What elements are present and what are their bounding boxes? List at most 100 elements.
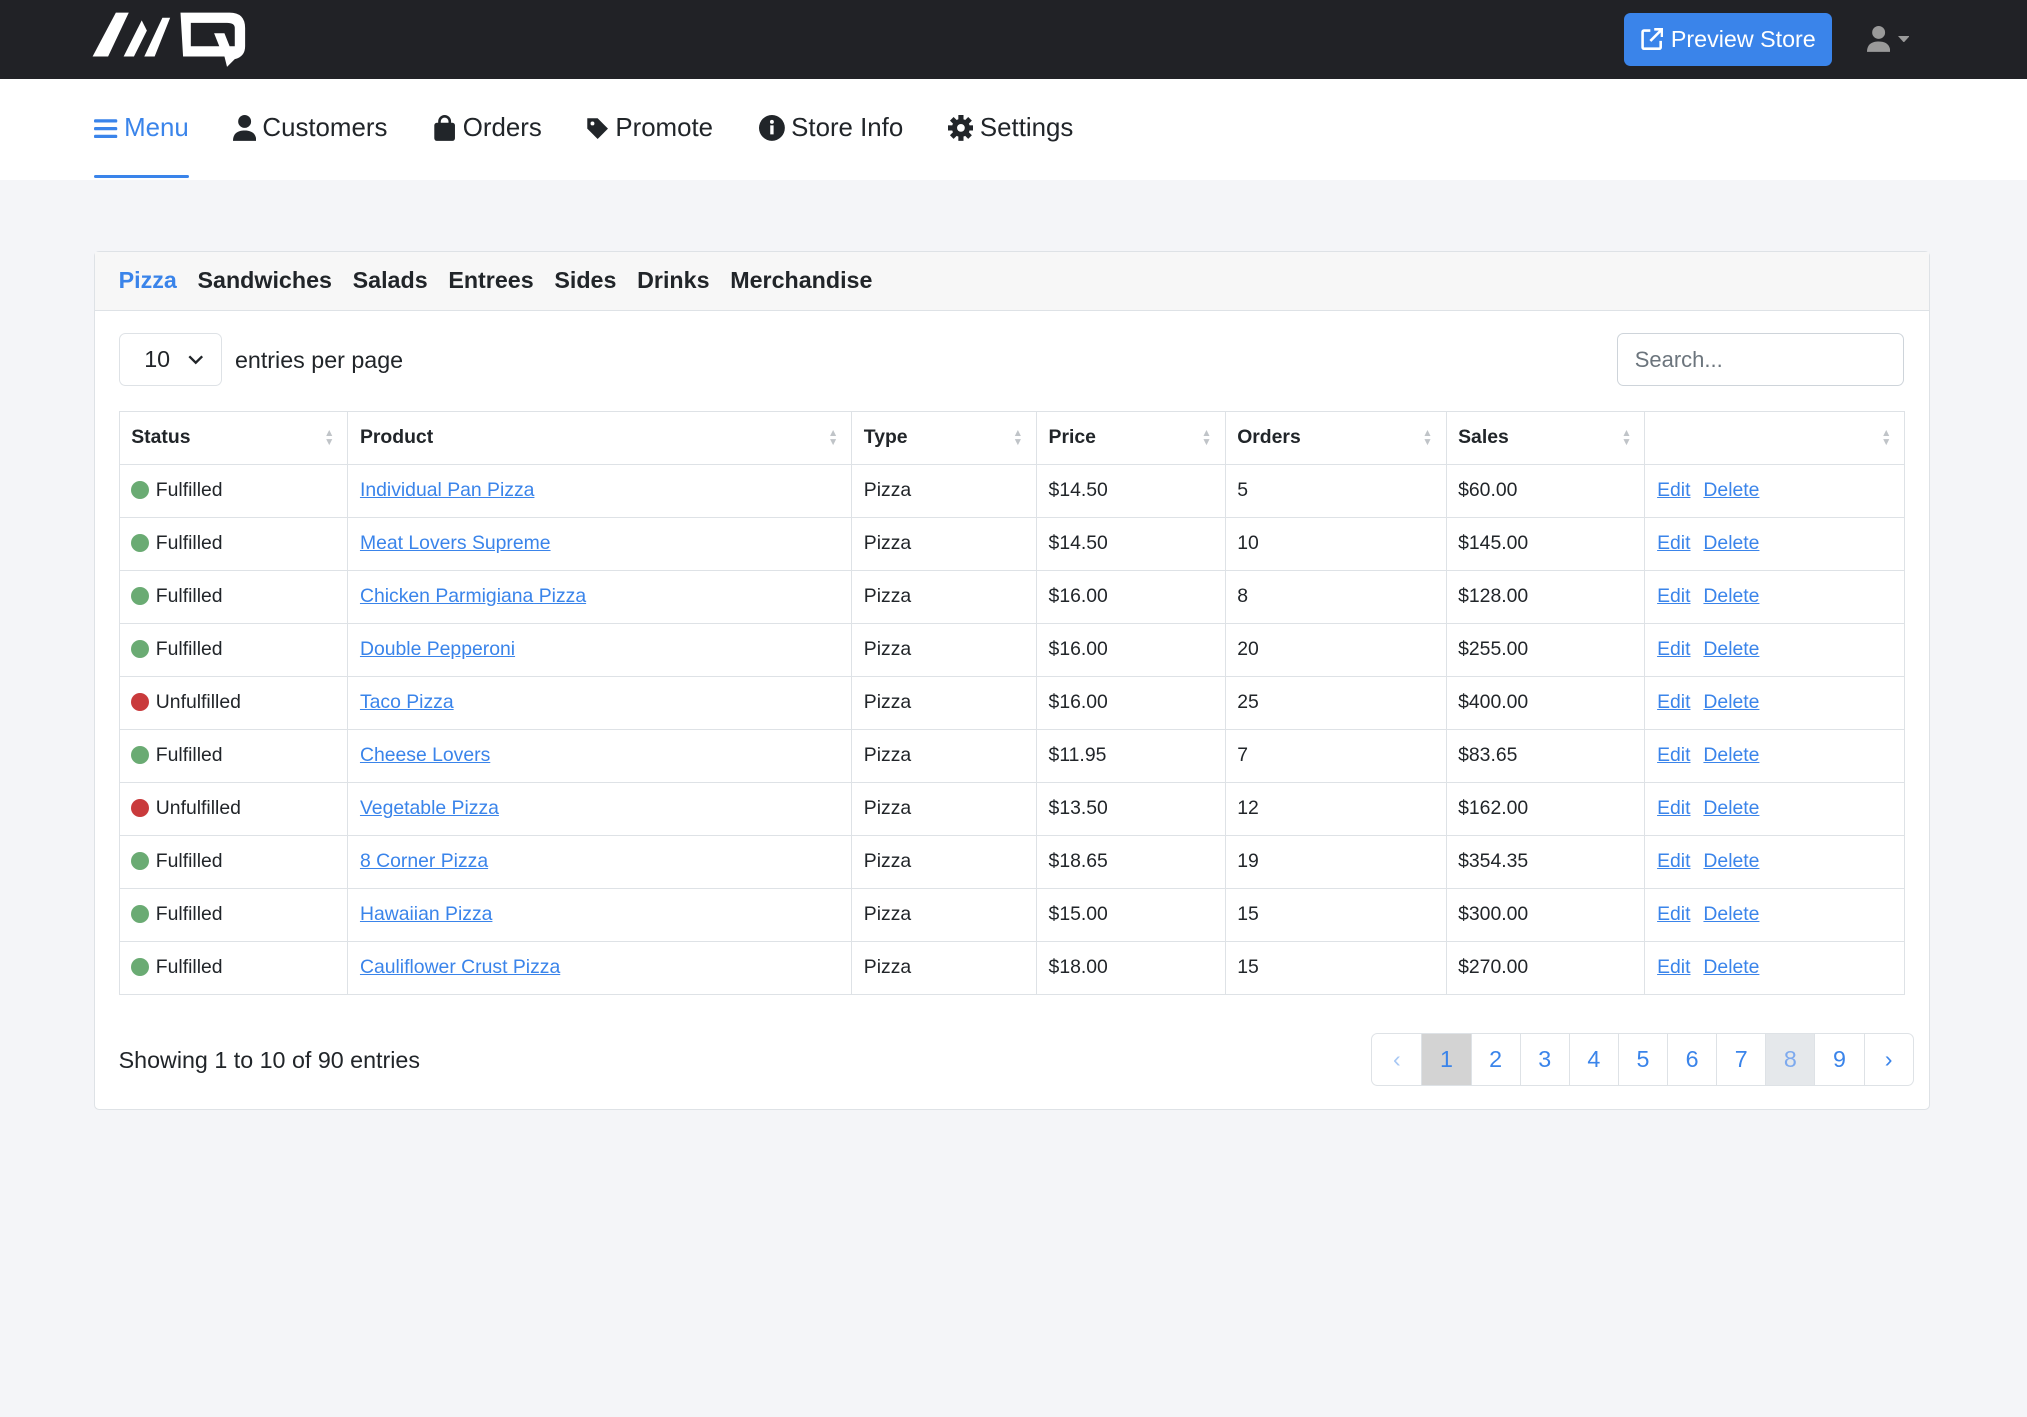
edit-link[interactable]: Edit <box>1657 903 1691 926</box>
actions-cell: Edit Delete <box>1644 675 1906 730</box>
pagination-page-8[interactable]: 8 <box>1765 1033 1815 1086</box>
status-dot-icon <box>131 639 150 658</box>
delete-link[interactable]: Delete <box>1703 797 1760 820</box>
column-header-product[interactable]: Product ▲ ▼ <box>347 410 853 465</box>
edit-link[interactable]: Edit <box>1657 638 1691 661</box>
column-header-sales[interactable]: Sales ▲ ▼ <box>1445 410 1646 465</box>
showing-entries-text: Showing 1 to 10 of 90 entries <box>118 1046 420 1073</box>
entries-per-page-select[interactable]: 10 <box>118 333 223 387</box>
product-link[interactable]: Vegetable Pizza <box>359 797 499 820</box>
nav-orders[interactable]: Orders <box>433 114 542 143</box>
pagination-page-9[interactable]: 9 <box>1814 1033 1863 1086</box>
delete-link[interactable]: Delete <box>1703 532 1760 555</box>
delete-link[interactable]: Delete <box>1703 585 1760 608</box>
logo[interactable] <box>90 10 250 73</box>
status-cell: Fulfilled <box>118 622 349 677</box>
edit-link[interactable]: Edit <box>1657 956 1691 979</box>
category-tab-salads[interactable]: Salads <box>352 267 428 294</box>
category-tab-sides[interactable]: Sides <box>554 267 617 294</box>
table-row: Fulfilled 8 Corner Pizza Pizza $18.65 19 $354… <box>118 834 1906 889</box>
delete-link[interactable]: Delete <box>1703 850 1760 873</box>
pagination-page-1[interactable]: 1 <box>1421 1033 1471 1086</box>
preview-store-button[interactable]: Preview Store <box>1623 12 1832 66</box>
product-link[interactable]: Chicken Parmigiana Pizza <box>359 585 587 608</box>
nav-settings[interactable]: Settings <box>947 114 1073 143</box>
pagination-next[interactable]: › <box>1863 1033 1913 1086</box>
column-header-orders[interactable]: Orders ▲ ▼ <box>1224 410 1447 465</box>
pagination-page-7[interactable]: 7 <box>1716 1033 1765 1086</box>
type-cell: Pizza <box>851 834 1037 889</box>
sort-icon: ▲ ▼ <box>1422 427 1433 448</box>
product-cell: Chicken Parmigiana Pizza <box>347 569 853 624</box>
pagination-page-6[interactable]: 6 <box>1667 1033 1716 1086</box>
status-text: Fulfilled <box>155 903 223 926</box>
column-header-status[interactable]: Status ▲ ▼ <box>118 410 349 465</box>
category-tab-sandwiches[interactable]: Sandwiches <box>197 267 332 294</box>
product-link[interactable]: Double Pepperoni <box>359 638 516 661</box>
table-row: Fulfilled Chicken Parmigiana Pizza Pizza $1… <box>118 569 1906 624</box>
pagination-page-3[interactable]: 3 <box>1519 1033 1569 1086</box>
column-label: Product <box>359 426 434 449</box>
edit-link[interactable]: Edit <box>1657 479 1691 502</box>
preview-store-label: Preview Store <box>1670 25 1816 52</box>
product-cell: Cheese Lovers <box>347 728 853 783</box>
status-dot-icon <box>131 533 150 552</box>
products-table: Status ▲ ▼ Product ▲ ▼ Type ▲ ▼ Price ▲ ▼ Orders ▲ ▼ Sa… <box>118 410 1906 995</box>
nav-store-info[interactable]: Store Info <box>758 113 904 143</box>
delete-link[interactable]: Delete <box>1703 744 1760 767</box>
delete-link[interactable]: Delete <box>1703 638 1760 661</box>
nav-menu[interactable]: Menu <box>94 114 189 143</box>
pagination-prev[interactable]: ‹ <box>1393 1045 1401 1072</box>
column-header-type[interactable]: Type ▲ ▼ <box>851 410 1037 465</box>
product-link[interactable]: Cheese Lovers <box>359 744 491 767</box>
table-row: Fulfilled Individual Pan Pizza Pizza $14.50… <box>118 463 1906 518</box>
price-cell: $14.50 <box>1035 516 1226 571</box>
search-input[interactable] <box>1616 333 1904 387</box>
status-dot-icon <box>131 586 150 605</box>
table-row: Fulfilled Double Pepperoni Pizza $16.00 20 $2… <box>118 622 1906 677</box>
edit-link[interactable]: Edit <box>1657 744 1691 767</box>
nav-customers[interactable]: Customers <box>232 114 387 143</box>
table-row: Fulfilled Meat Lovers Supreme Pizza $14.50 1… <box>118 516 1906 571</box>
edit-link[interactable]: Edit <box>1657 532 1691 555</box>
sort-icon: ▲ ▼ <box>324 427 335 448</box>
category-tabs: Pizza Sandwiches Salads Entrees Sides Drinks M… <box>95 251 1929 311</box>
status-cell: Fulfilled <box>118 887 349 942</box>
category-tab-pizza[interactable]: Pizza <box>118 267 177 294</box>
product-link[interactable]: Cauliflower Crust Pizza <box>359 956 561 979</box>
nav-promote-label: Promote <box>615 113 714 142</box>
pagination-page-2[interactable]: 2 <box>1470 1033 1520 1086</box>
actions-cell: Edit Delete <box>1644 781 1906 836</box>
column-header-price[interactable]: Price ▲ ▼ <box>1035 410 1226 465</box>
top-bar: Preview Store <box>0 0 2027 79</box>
status-cell: Fulfilled <box>118 516 349 571</box>
price-cell: $14.50 <box>1035 463 1226 518</box>
delete-link[interactable]: Delete <box>1703 956 1760 979</box>
product-link[interactable]: Taco Pizza <box>359 691 454 714</box>
delete-link[interactable]: Delete <box>1703 691 1760 714</box>
column-header-actions[interactable]: ▲ ▼ <box>1644 410 1906 465</box>
category-tab-entrees[interactable]: Entrees <box>448 267 534 294</box>
product-link[interactable]: Meat Lovers Supreme <box>359 532 551 555</box>
user-menu-dropdown[interactable] <box>1866 25 1910 52</box>
product-link[interactable]: Individual Pan Pizza <box>359 479 535 502</box>
nav-store-info-label: Store Info <box>791 113 904 142</box>
pagination-page-4[interactable]: 4 <box>1568 1033 1618 1086</box>
price-cell: $18.65 <box>1035 834 1226 889</box>
product-cell: Double Pepperoni <box>347 622 853 677</box>
bars-icon <box>94 119 118 138</box>
product-link[interactable]: 8 Corner Pizza <box>359 850 489 873</box>
delete-link[interactable]: Delete <box>1703 479 1760 502</box>
category-tab-drinks[interactable]: Drinks <box>637 267 710 294</box>
nav-promote[interactable]: Promote <box>586 114 713 143</box>
type-cell: Pizza <box>851 622 1037 677</box>
edit-link[interactable]: Edit <box>1657 850 1691 873</box>
delete-link[interactable]: Delete <box>1703 903 1760 926</box>
category-tab-merchandise[interactable]: Merchandise <box>730 267 873 294</box>
product-link[interactable]: Hawaiian Pizza <box>359 903 493 926</box>
sales-cell: $300.00 <box>1445 887 1646 942</box>
edit-link[interactable]: Edit <box>1657 585 1691 608</box>
edit-link[interactable]: Edit <box>1657 797 1691 820</box>
pagination-page-5[interactable]: 5 <box>1617 1033 1667 1086</box>
edit-link[interactable]: Edit <box>1657 691 1691 714</box>
